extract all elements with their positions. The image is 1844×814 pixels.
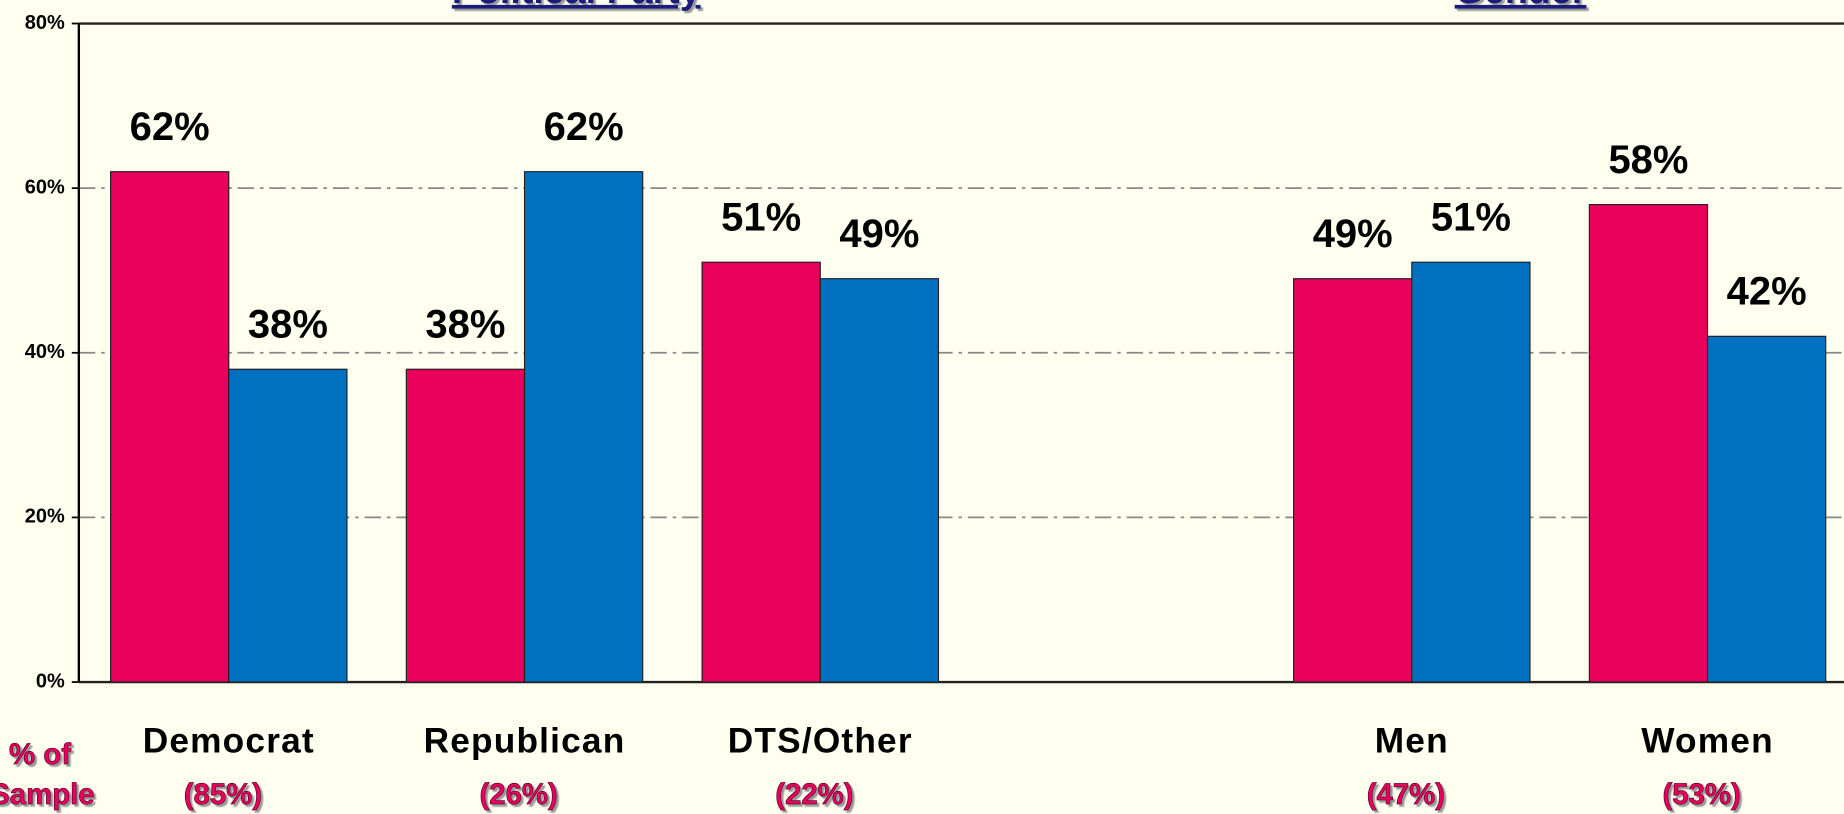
bar bbox=[109, 171, 230, 683]
y-tick-label: 60% bbox=[25, 176, 65, 198]
data-label: 62% bbox=[544, 105, 624, 149]
x-tick-label: Women bbox=[1641, 722, 1774, 761]
x-tick-label: DTS/Other bbox=[728, 722, 913, 761]
data-label: 51% bbox=[721, 195, 801, 239]
data-label: 38% bbox=[248, 302, 328, 346]
bar bbox=[1706, 335, 1827, 683]
sample-label: % of bbox=[9, 738, 71, 771]
y-tick-label: 0% bbox=[36, 670, 65, 692]
bar bbox=[405, 368, 526, 683]
sample-size: (47%) bbox=[1367, 778, 1445, 811]
x-tick-label: Republican bbox=[424, 722, 626, 761]
sample-size: (26%) bbox=[479, 778, 557, 811]
data-label: 62% bbox=[130, 105, 210, 149]
group-title: Gender bbox=[1455, 0, 1587, 11]
bar bbox=[701, 261, 821, 683]
group-title: Political Party bbox=[452, 0, 701, 11]
data-label: 42% bbox=[1727, 270, 1807, 314]
data-label: 38% bbox=[425, 302, 505, 346]
bar bbox=[228, 368, 348, 683]
bar bbox=[1411, 261, 1531, 683]
y-tick-label: 20% bbox=[25, 506, 65, 528]
y-tick-label: 80% bbox=[25, 12, 65, 34]
sample-label: Sample bbox=[0, 778, 95, 811]
data-label: 58% bbox=[1608, 138, 1688, 182]
data-label: 51% bbox=[1431, 195, 1511, 239]
sample-size: (85%) bbox=[184, 778, 262, 811]
sample-size: (22%) bbox=[775, 778, 853, 811]
bar bbox=[523, 171, 644, 683]
bar bbox=[819, 278, 940, 683]
sample-size: (53%) bbox=[1662, 778, 1740, 811]
y-tick-label: 40% bbox=[25, 341, 65, 363]
data-label: 49% bbox=[1313, 212, 1393, 256]
bar bbox=[1293, 278, 1413, 683]
x-tick-label: Men bbox=[1375, 722, 1449, 761]
x-tick-label: Democrat bbox=[143, 722, 315, 761]
bar bbox=[1588, 204, 1709, 683]
data-label: 49% bbox=[839, 212, 919, 256]
